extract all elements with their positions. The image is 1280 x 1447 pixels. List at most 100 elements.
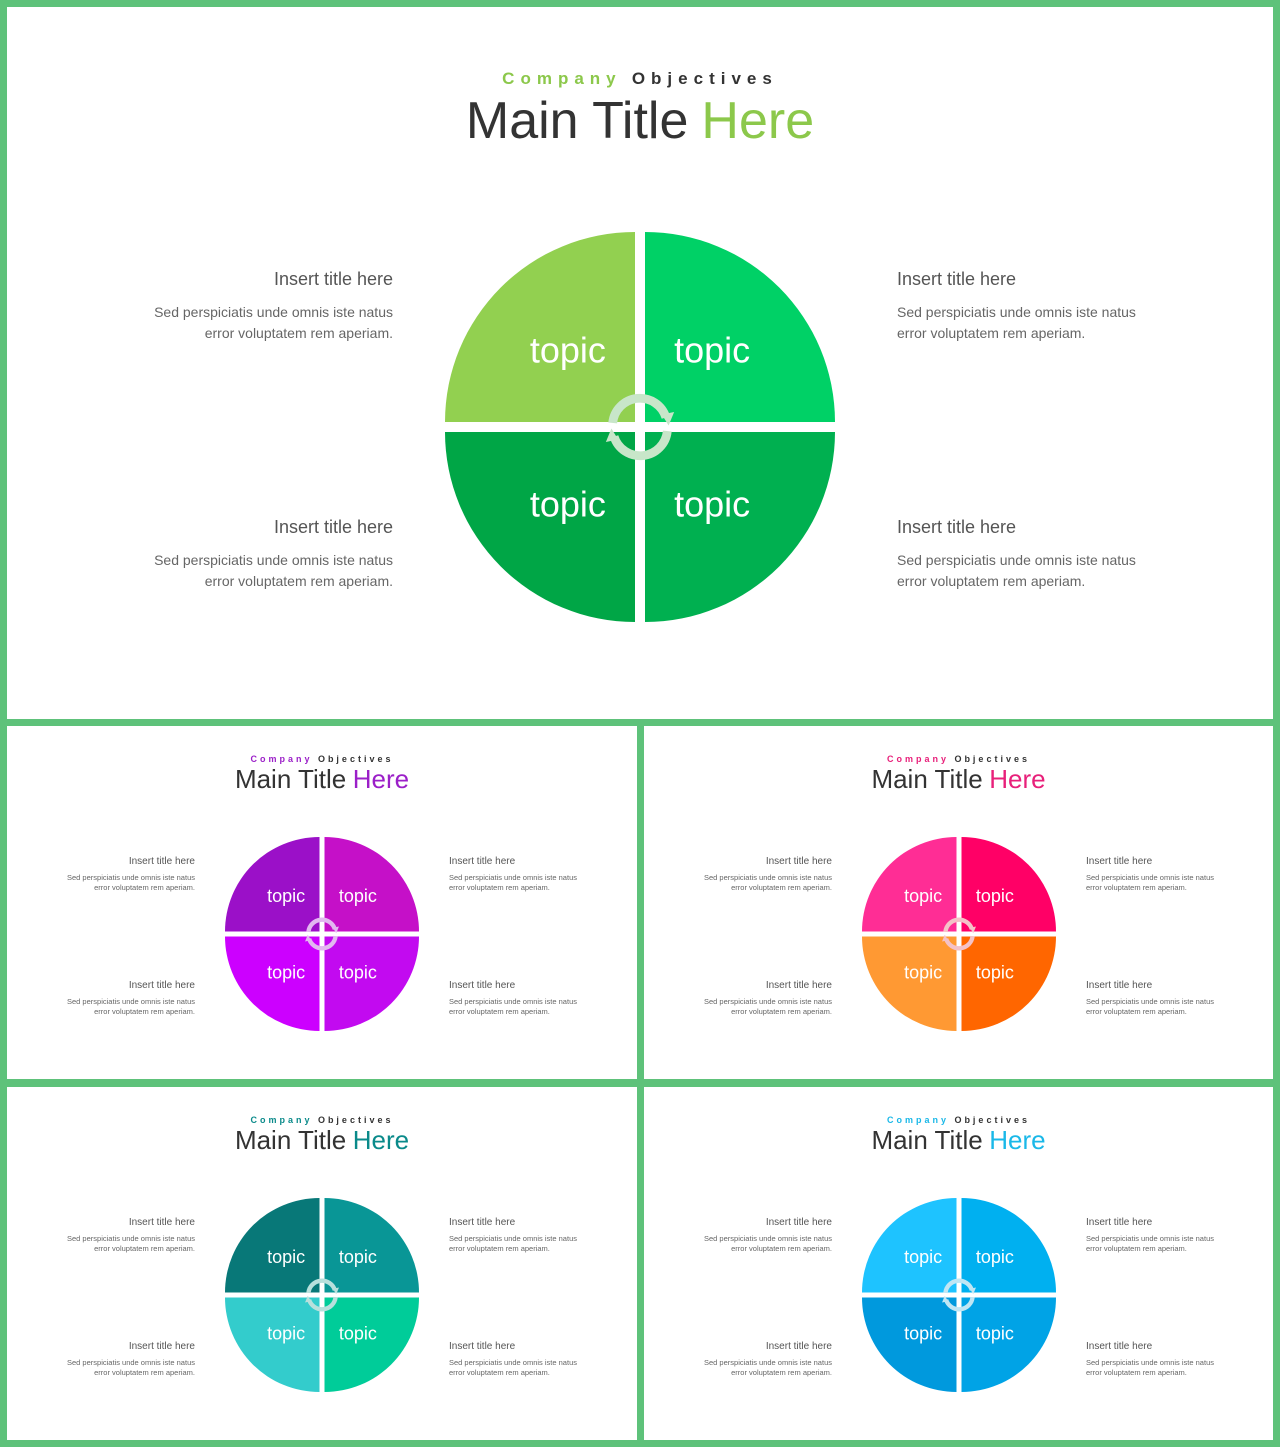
block-text: Sed perspiciatis unde omnis iste natus e… — [897, 304, 1136, 341]
slide-pink-orange: Company Objectives Main Title Here Insert … — [644, 726, 1273, 1079]
topic-label: topic — [976, 886, 1014, 906]
page-title: Main Title Here — [7, 1125, 637, 1156]
block-text: Sed perspiciatis unde omnis iste natus e… — [897, 552, 1136, 589]
block-text: Sed perspiciatis unde omnis iste natus e… — [67, 997, 195, 1016]
cycle-arrows-icon — [942, 917, 976, 951]
block-text: Sed perspiciatis unde omnis iste natus e… — [67, 1358, 195, 1377]
block-title: Insert title here — [449, 1217, 516, 1228]
block-title: Insert title here — [449, 856, 516, 867]
quadrant-bottom-left — [445, 432, 635, 622]
topic-label: topic — [976, 963, 1014, 983]
kicker: Company Objectives — [7, 69, 1273, 89]
kicker-dark-word: Objectives — [317, 1115, 394, 1125]
text-block-top-right: Insert title here Sed perspiciatis unde o… — [897, 269, 1167, 344]
topic-label: topic — [904, 1324, 942, 1344]
block-title: Insert title here — [273, 517, 393, 537]
quadrant-bottom-right — [961, 1297, 1056, 1392]
topic-label: topic — [976, 1247, 1014, 1267]
block-text: Sed perspiciatis unde omnis iste natus e… — [1086, 873, 1214, 892]
block-title: Insert title here — [128, 980, 195, 991]
quadrant-top-right — [961, 837, 1056, 932]
block-text: Sed perspiciatis unde omnis iste natus e… — [449, 1234, 577, 1253]
quadrant-top-right — [645, 232, 835, 422]
title-dark-part: Main Title — [871, 764, 983, 794]
block-title: Insert title here — [765, 980, 832, 991]
quadrant-top-left — [862, 837, 957, 932]
title-accent-part: Here — [989, 1125, 1046, 1155]
kicker-dark-word: Objectives — [954, 754, 1030, 764]
title-accent-part: Here — [352, 764, 410, 794]
block-title: Insert title here — [765, 856, 832, 867]
cycle-arrows-icon — [605, 393, 675, 461]
text-block-top-right: Insert title here Sed perspiciatis unde o… — [1086, 1217, 1221, 1254]
block-title: Insert title here — [1086, 1341, 1153, 1352]
topic-label: topic — [267, 1324, 305, 1344]
quadrant-bottom-right — [324, 1297, 419, 1392]
text-block-top-left: Insert title here Sed perspiciatis unde o… — [702, 856, 832, 893]
topic-label: topic — [339, 886, 377, 906]
slide-purple: Company Objectives Main Title Here Insert … — [7, 726, 637, 1079]
topic-label: topic — [339, 963, 377, 983]
topic-label: topic — [904, 1247, 942, 1267]
quadrant-top-left — [225, 837, 320, 932]
topic-label: topic — [339, 1247, 377, 1267]
block-title: Insert title here — [273, 269, 393, 289]
topic-label: topic — [904, 886, 942, 906]
title-accent-part: Here — [352, 1125, 410, 1155]
quadrant-circle-diagram: topic topic topic topic — [224, 837, 419, 1031]
text-block-bottom-left: Insert title here Sed perspiciatis unde o… — [702, 980, 832, 1017]
block-text: Sed perspiciatis unde omnis iste natus e… — [67, 1234, 195, 1253]
text-block-bottom-right: Insert title here Sed perspiciatis unde o… — [897, 517, 1167, 592]
quadrant-circle-diagram: topic topic topic topic — [445, 232, 835, 622]
kicker-accent-word: Company — [250, 754, 313, 764]
text-block-top-left: Insert title here Sed perspiciatis unde o… — [65, 1217, 195, 1254]
title-dark-part: Main Title — [465, 92, 689, 150]
quadrant-bottom-left — [224, 936, 320, 1031]
block-text: Sed perspiciatis unde omnis iste natus e… — [704, 1234, 832, 1253]
slide-green: Company Objectives Main Title Here Insert … — [7, 7, 1273, 719]
block-title: Insert title here — [449, 980, 516, 991]
kicker-dark-word: Objectives — [954, 1115, 1030, 1125]
text-block-bottom-right: Insert title here Sed perspiciatis unde o… — [1086, 980, 1221, 1017]
block-text: Sed perspiciatis unde omnis iste natus e… — [449, 1358, 577, 1377]
topic-label: topic — [267, 963, 305, 983]
cycle-arrows-icon — [305, 917, 339, 951]
block-title: Insert title here — [128, 1217, 195, 1228]
text-block-bottom-left: Insert title here Sed perspiciatis unde o… — [702, 1341, 832, 1378]
kicker: Company Objectives — [7, 1115, 637, 1125]
topic-label: topic — [267, 1247, 305, 1267]
text-block-top-left: Insert title here Sed perspiciatis unde o… — [65, 856, 195, 893]
title-accent-part: Here — [701, 92, 815, 150]
quadrant-circle-diagram: topic topic topic topic — [224, 1198, 419, 1392]
title-dark-part: Main Title — [234, 764, 347, 794]
kicker: Company Objectives — [7, 754, 637, 764]
topic-label: topic — [904, 963, 942, 983]
quadrant-top-right — [324, 837, 419, 932]
block-text: Sed perspiciatis unde omnis iste natus e… — [154, 304, 393, 341]
title-dark-part: Main Title — [234, 1125, 347, 1155]
slide-teal: Company Objectives Main Title Here Insert … — [7, 1087, 637, 1440]
text-block-bottom-right: Insert title here Sed perspiciatis unde o… — [449, 980, 584, 1017]
quadrant-top-right — [961, 1198, 1056, 1293]
quadrant-bottom-right — [324, 936, 419, 1031]
text-block-bottom-right: Insert title here Sed perspiciatis unde o… — [1086, 1341, 1221, 1378]
quadrant-bottom-left — [862, 936, 957, 1031]
block-text: Sed perspiciatis unde omnis iste natus e… — [1086, 1234, 1214, 1253]
kicker: Company Objectives — [644, 1115, 1273, 1125]
text-block-top-right: Insert title here Sed perspiciatis unde o… — [449, 1217, 584, 1254]
quadrant-circle-diagram: topic topic topic topic — [862, 837, 1056, 1031]
topic-label: topic — [339, 1324, 377, 1344]
block-title: Insert title here — [128, 1341, 195, 1352]
block-text: Sed perspiciatis unde omnis iste natus e… — [704, 873, 832, 892]
text-block-top-right: Insert title here Sed perspiciatis unde o… — [449, 856, 584, 893]
kicker-accent-word: Company — [250, 1115, 313, 1125]
block-text: Sed perspiciatis unde omnis iste natus e… — [1086, 997, 1214, 1016]
block-text: Sed perspiciatis unde omnis iste natus e… — [154, 552, 393, 589]
block-text: Sed perspiciatis unde omnis iste natus e… — [704, 997, 832, 1016]
block-title: Insert title here — [897, 517, 1017, 537]
topic-label: topic — [674, 329, 750, 370]
block-title: Insert title here — [1086, 980, 1153, 991]
quadrant-top-left — [225, 1198, 320, 1293]
quadrant-top-left — [862, 1198, 957, 1293]
kicker-dark-word: Objectives — [317, 754, 394, 764]
